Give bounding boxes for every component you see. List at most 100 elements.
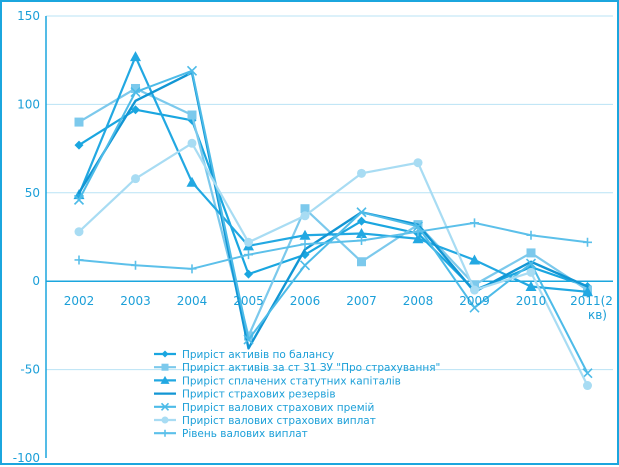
series-line <box>78 69 589 375</box>
legend-item: Приріст валових страхових премій <box>154 402 374 414</box>
data-point <box>357 216 366 226</box>
data-point <box>357 168 366 178</box>
data-point <box>300 204 310 214</box>
legend-label: Приріст валових страхових виплат <box>182 415 376 427</box>
x-tick-label: 2006 <box>290 294 321 308</box>
data-point <box>356 207 367 218</box>
y-tick-label: 50 <box>25 186 40 200</box>
series-4 <box>77 71 589 350</box>
legend-item: Приріст страхових резервів <box>154 389 336 401</box>
data-point <box>413 227 423 237</box>
data-point <box>412 221 424 232</box>
x-tick-label: 2009 <box>459 294 490 308</box>
data-point <box>583 237 592 247</box>
x-tick-label: 2007 <box>346 294 377 308</box>
data-point <box>300 211 310 221</box>
data-point <box>357 257 366 267</box>
data-point <box>74 255 84 265</box>
data-point <box>160 402 170 411</box>
series-3 <box>73 51 593 297</box>
legend-item: Приріст активів по балансу <box>154 349 334 361</box>
data-point <box>74 227 84 237</box>
x-tick-label: 2008 <box>403 294 434 308</box>
data-point <box>470 280 479 290</box>
y-tick-label: -100 <box>13 451 40 465</box>
data-point <box>526 230 536 240</box>
data-point <box>356 227 367 238</box>
series-5 <box>73 65 593 379</box>
data-point <box>130 86 141 98</box>
legend-label: Приріст валових страхових премій <box>182 402 374 414</box>
data-point <box>161 363 169 371</box>
data-point <box>526 267 536 277</box>
x-tick-label: 2010 <box>516 294 547 308</box>
data-point <box>583 381 592 391</box>
data-point <box>131 260 140 270</box>
x-tick-label: 2003 <box>120 294 151 308</box>
legend-item: Приріст валових страхових виплат <box>154 415 376 427</box>
data-point <box>525 281 537 292</box>
data-point <box>131 174 140 184</box>
legend-label: Рівень валових виплат <box>182 428 308 440</box>
legend-item: Приріст активів за ст 31 ЗУ "Про страхув… <box>154 362 440 374</box>
data-point <box>357 236 366 246</box>
series-6 <box>74 138 592 391</box>
data-point <box>187 264 197 274</box>
data-point <box>469 302 480 313</box>
y-tick-label: -50 <box>20 363 40 377</box>
data-point <box>244 250 253 260</box>
series-line <box>77 142 589 387</box>
data-point <box>582 286 593 297</box>
legend-item: Рівень валових виплат <box>154 428 308 440</box>
data-point <box>73 194 85 205</box>
data-point <box>413 158 423 168</box>
data-point <box>186 176 198 187</box>
data-point <box>470 285 479 295</box>
x-tick-label: 2011(2 кв) <box>570 294 613 322</box>
data-point <box>300 239 310 249</box>
data-point <box>582 368 593 379</box>
data-point <box>187 110 197 120</box>
data-point <box>74 140 84 150</box>
data-point <box>161 350 169 358</box>
series-7 <box>74 218 592 274</box>
data-point <box>131 83 140 93</box>
data-point <box>161 429 169 437</box>
data-point <box>187 138 197 148</box>
data-point <box>299 229 311 240</box>
legend-label: Приріст страхових резервів <box>182 389 336 401</box>
data-point <box>244 237 253 247</box>
data-point <box>74 117 84 127</box>
y-tick-label: 0 <box>32 274 40 288</box>
data-point <box>470 218 479 228</box>
data-point <box>161 416 169 424</box>
y-tick-label: 150 <box>17 9 40 23</box>
legend-label: Приріст активів за ст 31 ЗУ "Про страхув… <box>182 362 440 374</box>
series-2 <box>74 83 592 341</box>
y-tick-label: 100 <box>17 97 40 111</box>
series-line <box>77 55 589 293</box>
data-point <box>243 334 254 345</box>
data-point <box>469 254 480 265</box>
legend-label: Приріст активів по балансу <box>182 349 334 361</box>
data-point <box>160 375 170 384</box>
data-point <box>244 269 253 279</box>
data-point <box>525 258 537 269</box>
x-tick-label: 2004 <box>177 294 208 308</box>
series-line <box>77 87 589 338</box>
tick-labels: -100 -50 0 50 100 150 2002 2003 2004 2005 2006 2007… <box>13 9 613 465</box>
x-tick-label: 2002 <box>64 294 95 308</box>
series-lines <box>73 51 593 391</box>
data-point <box>412 233 424 244</box>
legend-item: Приріст сплачених статутних капіталів <box>154 375 401 387</box>
x-tick-label: 2005 <box>233 294 264 308</box>
gridlines <box>46 15 613 371</box>
series-line <box>78 221 589 270</box>
data-point <box>299 260 311 271</box>
data-point <box>186 65 198 76</box>
series-line <box>77 71 589 350</box>
data-point <box>526 248 536 258</box>
